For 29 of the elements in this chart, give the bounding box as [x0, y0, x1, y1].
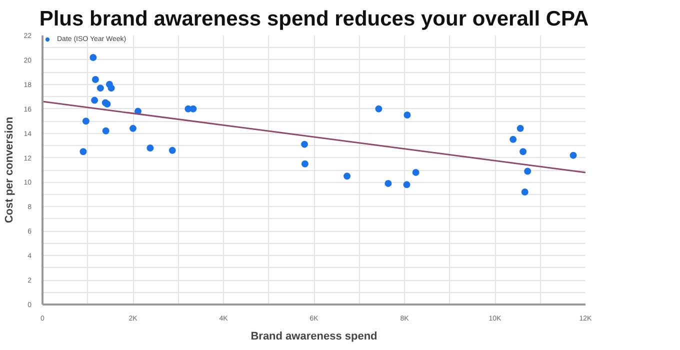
point [384, 180, 392, 187]
point [520, 148, 527, 156]
point [375, 105, 382, 112]
point [190, 105, 197, 112]
point [412, 168, 420, 176]
point [146, 144, 154, 152]
point [300, 140, 308, 148]
point [96, 84, 104, 92]
point [570, 152, 577, 159]
x-axis-title: Brand awareness spend [250, 330, 378, 342]
point [301, 160, 308, 168]
point [403, 181, 410, 188]
chart-title: Plus brand awareness spend reduces your overall CPA [39, 8, 589, 30]
point [168, 146, 176, 154]
point [92, 76, 99, 84]
point [82, 118, 90, 125]
y-axis-title: Cost per conversion [4, 116, 16, 224]
point [102, 127, 110, 134]
point [90, 54, 97, 62]
point [108, 84, 115, 92]
point [516, 124, 524, 132]
point [344, 172, 351, 180]
point [521, 188, 528, 196]
point [91, 96, 98, 104]
point [510, 136, 517, 143]
point [524, 168, 532, 175]
point [130, 124, 136, 132]
point [404, 111, 411, 118]
point [80, 148, 87, 156]
